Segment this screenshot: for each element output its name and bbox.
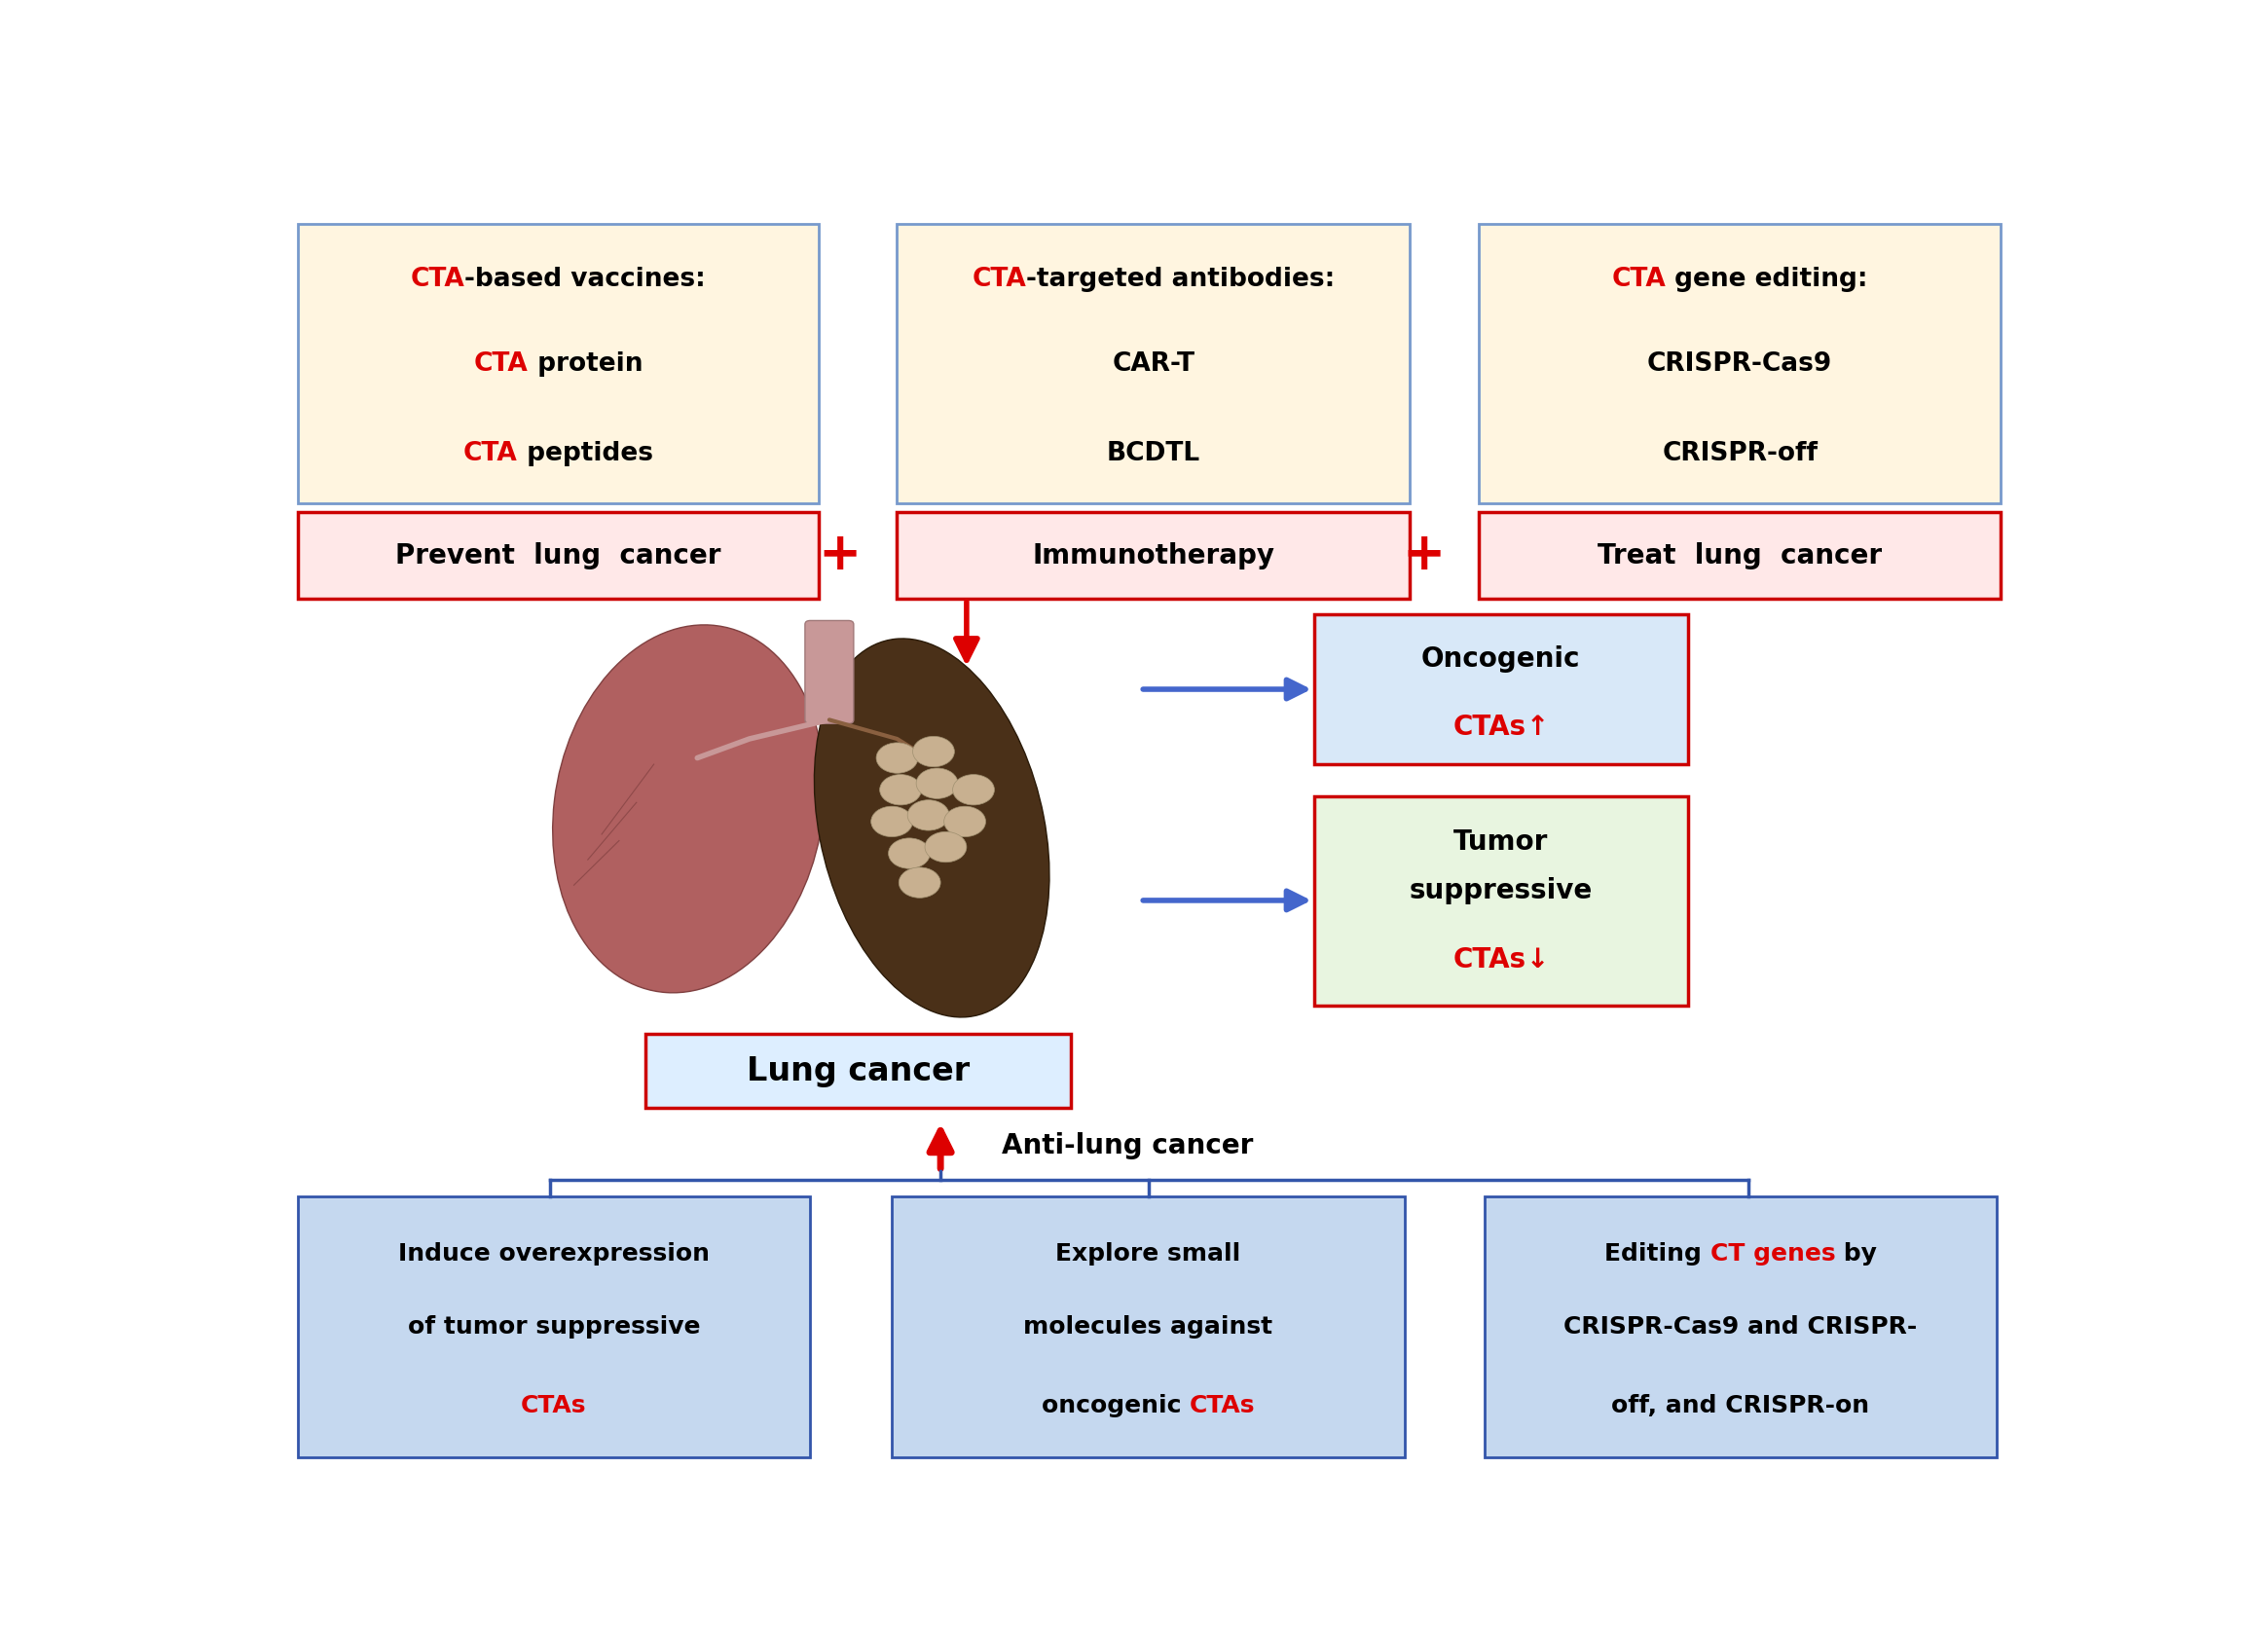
- FancyBboxPatch shape: [897, 223, 1410, 504]
- Circle shape: [953, 775, 995, 805]
- FancyBboxPatch shape: [1480, 223, 2000, 504]
- FancyBboxPatch shape: [298, 223, 818, 504]
- Text: CTA gene editing:: CTA gene editing:: [1612, 268, 1868, 292]
- Text: +: +: [818, 529, 861, 580]
- Text: CTA: CTA: [410, 268, 464, 292]
- Text: Lung cancer: Lung cancer: [747, 1054, 969, 1087]
- Text: CTAs↓: CTAs↓: [1453, 947, 1549, 973]
- Text: oncogenic CTAs: oncogenic CTAs: [1040, 1394, 1256, 1417]
- Text: Tumor: Tumor: [1453, 829, 1549, 856]
- Text: off, and CRISPR-on: off, and CRISPR-on: [1612, 1394, 1870, 1417]
- Circle shape: [917, 768, 957, 798]
- Text: +: +: [1401, 529, 1446, 580]
- Text: CTAs: CTAs: [1453, 947, 1527, 973]
- Text: Immunotherapy: Immunotherapy: [1031, 542, 1273, 570]
- Text: CRISPR-off: CRISPR-off: [1661, 441, 1818, 466]
- FancyBboxPatch shape: [1314, 796, 1688, 1006]
- Circle shape: [944, 806, 986, 838]
- Text: Prevent  lung  cancer: Prevent lung cancer: [395, 542, 722, 570]
- FancyBboxPatch shape: [549, 593, 1166, 1051]
- Text: CTA protein: CTA protein: [473, 350, 643, 377]
- Text: CTA: CTA: [473, 350, 529, 377]
- Circle shape: [899, 867, 942, 899]
- Text: CTA-based vaccines:: CTA-based vaccines:: [410, 268, 706, 292]
- Circle shape: [879, 775, 921, 805]
- Text: CTAs: CTAs: [1453, 714, 1527, 740]
- Text: Induce overexpression: Induce overexpression: [399, 1242, 711, 1265]
- Text: BCDTL: BCDTL: [1108, 441, 1199, 466]
- FancyBboxPatch shape: [1484, 1196, 1998, 1457]
- Text: Treat  lung  cancer: Treat lung cancer: [1599, 542, 1881, 570]
- Text: suppressive: suppressive: [1410, 877, 1592, 904]
- Circle shape: [926, 831, 966, 862]
- Ellipse shape: [814, 639, 1049, 1018]
- Text: oncogenic: oncogenic: [1040, 1394, 1191, 1417]
- Circle shape: [888, 838, 930, 869]
- Text: CTA: CTA: [971, 268, 1027, 292]
- Text: -based vaccines:: -based vaccines:: [464, 268, 706, 292]
- Circle shape: [877, 743, 917, 773]
- FancyBboxPatch shape: [1480, 512, 2000, 600]
- Text: CTA-targeted antibodies:: CTA-targeted antibodies:: [971, 268, 1334, 292]
- Text: gene editing:: gene editing:: [1666, 268, 1868, 292]
- Text: by: by: [1836, 1242, 1877, 1265]
- Text: CRISPR-Cas9 and CRISPR-: CRISPR-Cas9 and CRISPR-: [1565, 1315, 1917, 1338]
- Text: CTAs↑: CTAs↑: [1453, 714, 1549, 740]
- Text: CT genes: CT genes: [1711, 1242, 1836, 1265]
- Text: CTA peptides: CTA peptides: [464, 441, 652, 466]
- Text: -targeted antibodies:: -targeted antibodies:: [1027, 268, 1334, 292]
- Text: of tumor suppressive: of tumor suppressive: [408, 1315, 700, 1338]
- FancyBboxPatch shape: [298, 512, 818, 600]
- Text: molecules against: molecules against: [1025, 1315, 1273, 1338]
- Text: peptides: peptides: [518, 441, 652, 466]
- Text: Editing CT genes by: Editing CT genes by: [1605, 1242, 1877, 1265]
- Circle shape: [870, 806, 912, 838]
- Text: Explore small: Explore small: [1056, 1242, 1240, 1265]
- Text: Editing: Editing: [1605, 1242, 1711, 1265]
- FancyBboxPatch shape: [892, 1196, 1403, 1457]
- Text: Oncogenic: Oncogenic: [1421, 646, 1581, 672]
- FancyBboxPatch shape: [298, 1196, 809, 1457]
- Ellipse shape: [552, 624, 825, 993]
- FancyBboxPatch shape: [646, 1034, 1072, 1108]
- Text: CTAs: CTAs: [520, 1394, 587, 1417]
- FancyBboxPatch shape: [805, 621, 854, 724]
- FancyBboxPatch shape: [897, 512, 1410, 600]
- Text: ↓: ↓: [1527, 947, 1549, 973]
- Text: CTA: CTA: [464, 441, 518, 466]
- Text: CTA: CTA: [1612, 268, 1666, 292]
- Text: CRISPR-Cas9: CRISPR-Cas9: [1648, 350, 1832, 377]
- Text: protein: protein: [529, 350, 643, 377]
- Text: Anti-lung cancer: Anti-lung cancer: [1002, 1132, 1253, 1160]
- Text: CTAs: CTAs: [1191, 1394, 1256, 1417]
- Text: CAR-T: CAR-T: [1112, 350, 1195, 377]
- Circle shape: [912, 737, 955, 767]
- Text: ↑: ↑: [1527, 714, 1549, 740]
- Circle shape: [908, 800, 948, 831]
- FancyBboxPatch shape: [1314, 615, 1688, 765]
